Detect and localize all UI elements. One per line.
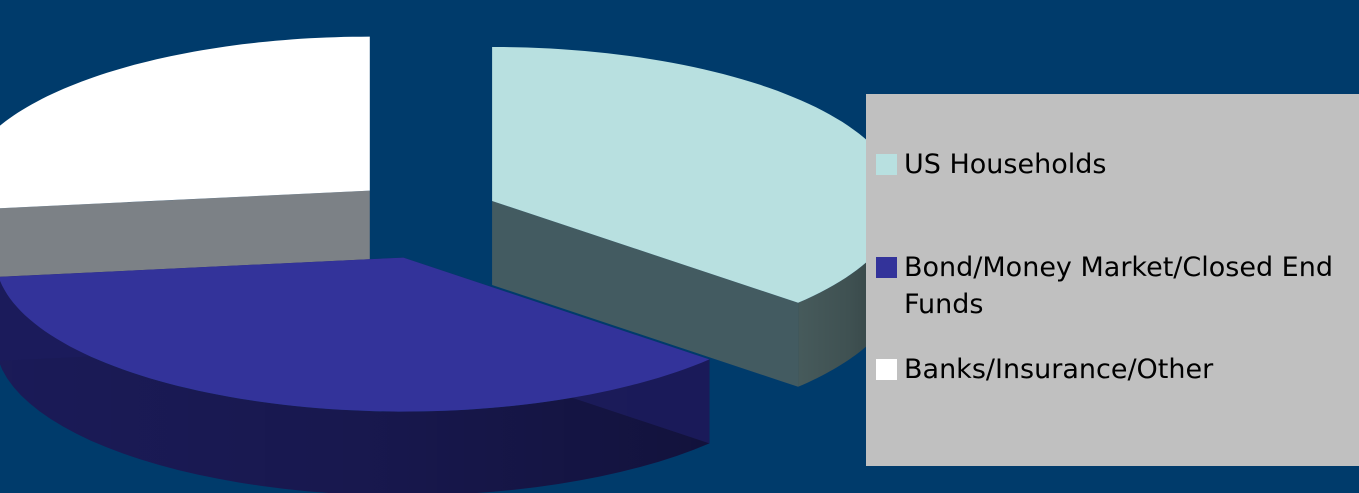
- chart-legend: US Households Bond/Money Market/Closed E…: [866, 94, 1359, 466]
- pie-slice-top: [0, 37, 370, 210]
- legend-label: Bond/Money Market/Closed End Funds: [904, 249, 1344, 323]
- legend-item-banks-insurance[interactable]: Banks/Insurance/Other: [876, 351, 1359, 388]
- pie-slice[interactable]: Banks/Insurance/Other: [0, 37, 370, 294]
- legend-label: US Households: [904, 146, 1344, 183]
- legend-swatch: [876, 359, 897, 380]
- legend-item-bond-funds[interactable]: Bond/Money Market/Closed End Funds: [876, 249, 1359, 323]
- legend-swatch: [876, 257, 897, 278]
- legend-label: Banks/Insurance/Other: [904, 351, 1344, 388]
- legend-swatch: [876, 154, 897, 175]
- legend-item-us-households[interactable]: US Households: [876, 146, 1359, 183]
